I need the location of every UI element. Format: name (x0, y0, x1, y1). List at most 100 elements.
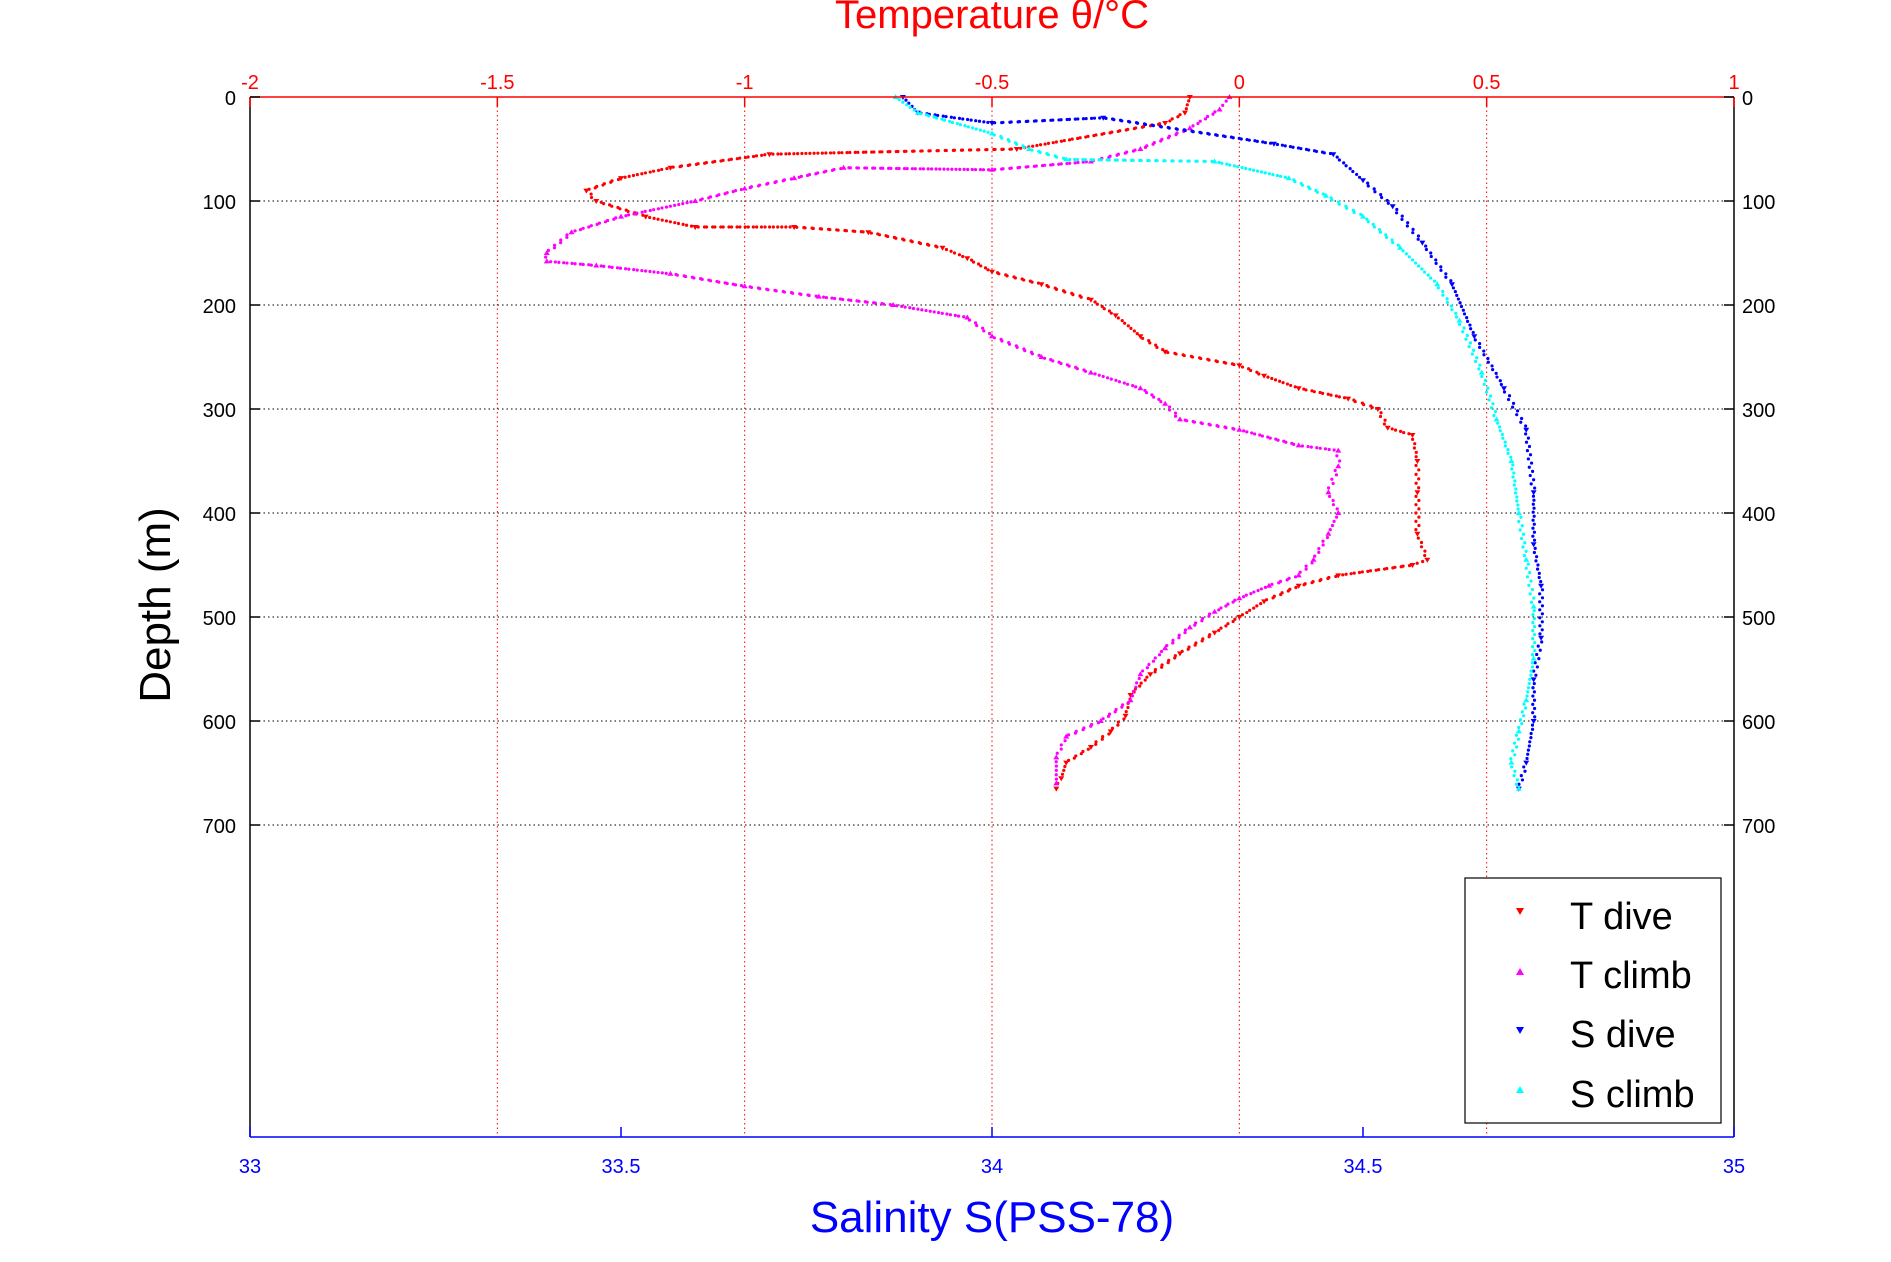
trace-point-s-dive (1135, 121, 1140, 125)
trace-point-s-dive (1531, 510, 1535, 514)
trace-point-t-climb (1256, 588, 1260, 593)
trace-point-s-dive (1337, 158, 1341, 162)
trace-point-s-dive (1424, 247, 1429, 252)
trace-point-t-climb (932, 310, 936, 314)
trace-point-s-climb (1099, 158, 1103, 162)
trace-point-t-dive (1178, 113, 1182, 117)
trace-point-s-dive (1535, 665, 1539, 669)
trace-point-s-dive (1519, 420, 1523, 424)
trace-point-t-climb (553, 260, 557, 264)
trace-point-s-dive (1459, 304, 1464, 309)
trace-point-t-climb (894, 166, 899, 171)
trace-point-s-dive (1527, 444, 1532, 449)
trace-point-s-climb (1519, 515, 1523, 519)
trace-point-s-climb (1015, 142, 1019, 146)
trace-point-s-climb (1454, 311, 1458, 315)
trace-point-t-dive (1304, 388, 1308, 392)
trace-point-t-climb (692, 276, 696, 280)
trace-point-t-climb (1318, 446, 1322, 450)
trace-point-s-dive (1531, 526, 1535, 530)
trace-point-t-dive (1019, 146, 1023, 150)
trace-point-s-dive (1531, 686, 1535, 690)
trace-point-t-dive (713, 225, 717, 229)
trace-point-t-dive (1145, 675, 1149, 679)
trace-point-s-dive (1291, 145, 1295, 149)
trace-point-t-climb (863, 166, 867, 170)
trace-point-s-climb (897, 98, 901, 102)
trace-point-s-climb (1509, 757, 1513, 761)
trace-point-t-climb (1122, 381, 1126, 385)
trace-point-s-climb (919, 112, 923, 116)
trace-point-t-climb (627, 267, 631, 271)
trace-point-t-climb (1068, 161, 1072, 165)
trace-point-t-dive (944, 247, 949, 252)
trace-point-t-climb (1165, 644, 1169, 648)
trace-point-s-dive (1525, 756, 1529, 761)
point-s-climb (1211, 158, 1218, 164)
trace-point-t-climb (1200, 421, 1204, 426)
trace-point-t-climb (707, 196, 711, 200)
trace-point-s-climb (1293, 180, 1297, 184)
trace-point-s-dive (1537, 657, 1541, 661)
trace-point-t-dive (1173, 656, 1177, 660)
trace-point-t-dive (845, 150, 849, 155)
trace-point-s-dive (1520, 416, 1524, 421)
trace-point-s-climb (1155, 159, 1159, 163)
point-t-climb (543, 250, 550, 255)
point-t-dive (1236, 615, 1243, 620)
trace-point-t-dive (1076, 136, 1080, 141)
trace-point-s-climb (1097, 158, 1101, 162)
trace-point-t-dive (686, 163, 690, 168)
trace-point-s-dive (1342, 161, 1346, 165)
point-t-dive (1122, 713, 1129, 719)
point-t-climb (1335, 447, 1342, 453)
trace-point-t-dive (836, 228, 840, 232)
trace-point-t-climb (1249, 592, 1253, 596)
trace-point-s-climb (1513, 479, 1517, 483)
trace-point-t-dive (1413, 442, 1417, 446)
trace-point-t-climb (1321, 543, 1325, 547)
trace-point-s-climb (1220, 161, 1224, 165)
left-tick-label-600: 600 (203, 712, 236, 734)
trace-point-s-dive (1540, 640, 1544, 644)
trace-point-t-climb (723, 192, 727, 196)
trace-point-t-dive (844, 229, 849, 233)
trace-point-t-dive (970, 258, 974, 262)
trace-point-s-climb (1464, 337, 1468, 341)
trace-point-t-climb (1159, 139, 1163, 143)
trace-point-t-climb (781, 179, 785, 183)
trace-point-t-climb (1097, 373, 1101, 377)
right-tick-label-600: 600 (1742, 712, 1775, 734)
trace-point-t-climb (573, 262, 577, 266)
trace-point-t-dive (1059, 139, 1063, 143)
trace-point-t-climb (1306, 444, 1310, 449)
trace-point-t-dive (1399, 565, 1403, 569)
trace-point-s-dive (1532, 522, 1536, 526)
trace-point-t-climb (685, 201, 689, 205)
point-t-dive (1013, 147, 1020, 152)
trace-point-t-dive (721, 225, 725, 229)
trace-point-t-dive (1353, 399, 1357, 404)
trace-point-s-dive (1532, 530, 1537, 534)
trace-point-t-climb (1317, 547, 1321, 551)
trace-point-s-dive (1009, 120, 1013, 124)
trace-point-s-dive (1314, 149, 1319, 154)
trace-point-s-climb (1513, 753, 1517, 757)
trace-point-t-dive (1155, 345, 1159, 349)
legend-item-t-climb: T climb (1516, 955, 1692, 997)
trace-point-s-climb (1528, 592, 1532, 596)
trace-point-t-dive (1054, 140, 1058, 144)
trace-point-s-climb (1441, 293, 1445, 297)
trace-point-t-dive (1116, 129, 1120, 134)
trace-point-s-dive (1531, 694, 1535, 698)
series-s-dive (899, 95, 1545, 792)
trace-point-s-climb (1089, 158, 1093, 162)
trace-point-t-dive (1100, 132, 1104, 136)
trace-point-t-climb (1153, 656, 1157, 660)
trace-point-t-climb (1245, 430, 1249, 434)
trace-point-t-dive (1207, 635, 1211, 639)
trace-point-t-dive (768, 225, 772, 229)
point-t-dive (583, 188, 590, 194)
trace-point-t-climb (953, 313, 957, 317)
legend-label-t-climb: T climb (1570, 955, 1692, 997)
